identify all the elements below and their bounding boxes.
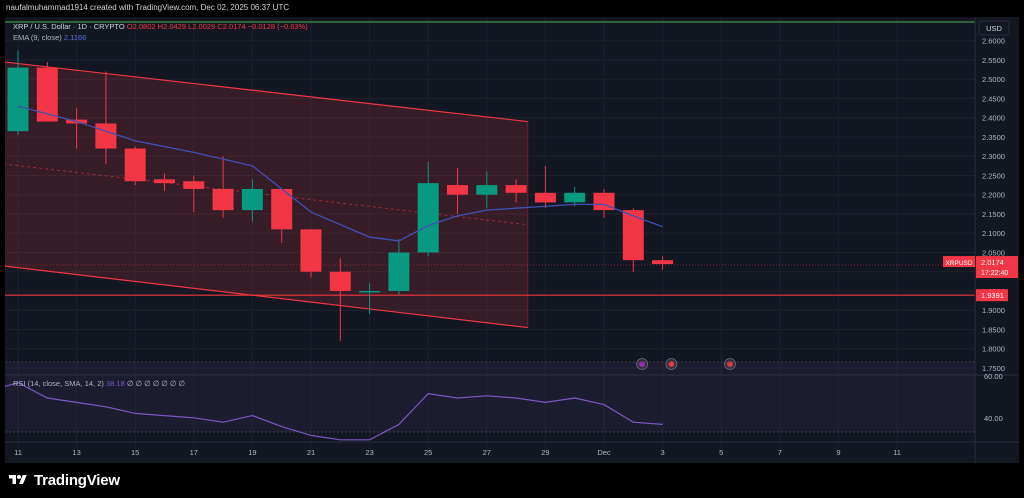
- channel-mid-line: [5, 163, 528, 226]
- channel-upper-line[interactable]: [5, 61, 528, 123]
- legend-symbol-row: XRP / U.S. Dollar · 1D · CRYPTO O2.0802 …: [13, 21, 308, 32]
- rsi-label: RSI (14, close, SMA, 14, 2): [13, 379, 104, 388]
- earnings-icon-inner: [639, 361, 646, 367]
- time-tick-label: 11: [893, 448, 901, 457]
- rsi-value: 38.18: [105, 379, 125, 388]
- candle-down[interactable]: [300, 229, 322, 272]
- price-tick-label: 2.1500: [982, 210, 1005, 219]
- legend-ema-label: EMA (9, close): [13, 33, 62, 42]
- candle-down[interactable]: [447, 185, 468, 195]
- last-price-tag[interactable]: [976, 256, 1018, 279]
- price-tick-label: 1.8500: [982, 325, 1005, 334]
- time-tick-label: 19: [248, 448, 256, 457]
- rsi-line[interactable]: [5, 381, 663, 441]
- candle-down[interactable]: [622, 210, 644, 261]
- chart-legend: XRP / U.S. Dollar · 1D · CRYPTO O2.0802 …: [13, 21, 308, 43]
- candle-up[interactable]: [359, 290, 381, 293]
- time-tick-label: 9: [836, 448, 840, 457]
- price-tick-label: 2.3000: [982, 152, 1005, 161]
- tradingview-brand[interactable]: TradingView: [8, 471, 120, 489]
- price-tick-label: 2.2000: [982, 191, 1005, 200]
- price-tick-label: 2.3500: [982, 133, 1005, 142]
- rsi-tick-label: 60.00: [984, 372, 1003, 381]
- rsi-extras: ∅ ∅ ∅ ∅ ∅ ∅ ∅: [126, 379, 186, 388]
- legend-symbol[interactable]: XRP / U.S. Dollar · 1D · CRYPTO: [13, 22, 125, 31]
- price-tick-label: 1.7500: [982, 364, 1005, 373]
- candle-down[interactable]: [652, 260, 674, 265]
- rsi-legend[interactable]: RSI (14, close, SMA, 14, 2) 38.18 ∅ ∅ ∅ …: [13, 379, 185, 388]
- price-tick-label: 2.2500: [982, 171, 1005, 180]
- price-tick-label: 2.5000: [982, 75, 1005, 84]
- time-tick-label: 15: [131, 448, 139, 457]
- time-tick-label: 7: [778, 448, 782, 457]
- time-tick-label: 5: [719, 448, 723, 457]
- candle-down[interactable]: [329, 271, 351, 291]
- rsi-band: [5, 362, 975, 432]
- time-tick-label: 17: [190, 448, 198, 457]
- candle-up[interactable]: [417, 183, 439, 253]
- candle-up[interactable]: [564, 192, 586, 203]
- time-tick-label: 13: [72, 448, 80, 457]
- last-price-symbol-tag: [943, 256, 975, 268]
- currency-button-label: USD: [986, 24, 1002, 33]
- ema-line[interactable]: [17, 105, 663, 242]
- price-tick-label: 2.1000: [982, 229, 1005, 238]
- brand-name: TradingView: [34, 471, 120, 489]
- time-tick-label: 11: [14, 448, 22, 457]
- price-tick-label: 2.0500: [982, 248, 1005, 257]
- time-tick-label: Dec: [597, 448, 611, 457]
- time-tick-label: 23: [365, 448, 373, 457]
- candle-up[interactable]: [241, 188, 263, 211]
- rsi-tick-label: 40.00: [984, 414, 1003, 423]
- chart-caption: naufalmuhammad1914 created with TradingV…: [6, 3, 290, 12]
- countdown-timer: 17:22:40: [981, 270, 1008, 277]
- time-tick-label: 27: [483, 448, 491, 457]
- support-price-tag[interactable]: [976, 289, 1008, 302]
- legend-ema-row[interactable]: EMA (9, close) 2.1166: [13, 32, 308, 43]
- candle-up[interactable]: [388, 252, 410, 291]
- last-price-value: 2.0174: [981, 258, 1004, 267]
- candle-down[interactable]: [534, 192, 556, 203]
- candle-up[interactable]: [7, 67, 29, 132]
- legend-ohlc: O2.0802 H2.0429 L2.0029 C2.0174 −0.0128 …: [126, 22, 308, 31]
- time-tick-label: 25: [424, 448, 432, 457]
- time-tick-label: 29: [541, 448, 549, 457]
- candle-down[interactable]: [212, 188, 234, 211]
- legend-ema-value: 2.1166: [63, 33, 87, 42]
- candle-down[interactable]: [154, 179, 175, 184]
- candle-up[interactable]: [476, 185, 498, 195]
- news-flag-icon-inner: [726, 361, 733, 367]
- price-chart[interactable]: USD 2.6000 2.5500 2.5000 2.4500 2.4000 2.3500 2…: [5, 17, 1019, 463]
- candle-down[interactable]: [271, 188, 293, 230]
- candle-down[interactable]: [124, 148, 146, 182]
- chart-frame[interactable]: USD 2.6000 2.5500 2.5000 2.4500 2.4000 2.3500 2…: [5, 17, 1019, 463]
- candle-down[interactable]: [36, 67, 58, 122]
- price-tick-label: 1.8000: [982, 345, 1005, 354]
- tradingview-logo-icon: [9, 475, 27, 484]
- candle-down[interactable]: [505, 185, 527, 193]
- price-tick-label: 2.5500: [982, 56, 1005, 65]
- price-tick-label: 2.4500: [982, 94, 1005, 103]
- price-tick-label: 1.9000: [982, 306, 1005, 315]
- currency-button[interactable]: [978, 20, 1010, 36]
- time-tick-label: 3: [661, 448, 665, 457]
- candle-down[interactable]: [183, 181, 205, 189]
- price-tick-label: 2.4000: [982, 114, 1005, 123]
- last-price-symbol: XRPUSD: [945, 260, 972, 267]
- candle-down[interactable]: [95, 123, 117, 149]
- time-tick-label: 21: [307, 448, 315, 457]
- channel-lower-line[interactable]: [5, 265, 528, 329]
- support-price-value: 1.9391: [981, 291, 1004, 300]
- price-tick-label: 2.6000: [982, 37, 1005, 46]
